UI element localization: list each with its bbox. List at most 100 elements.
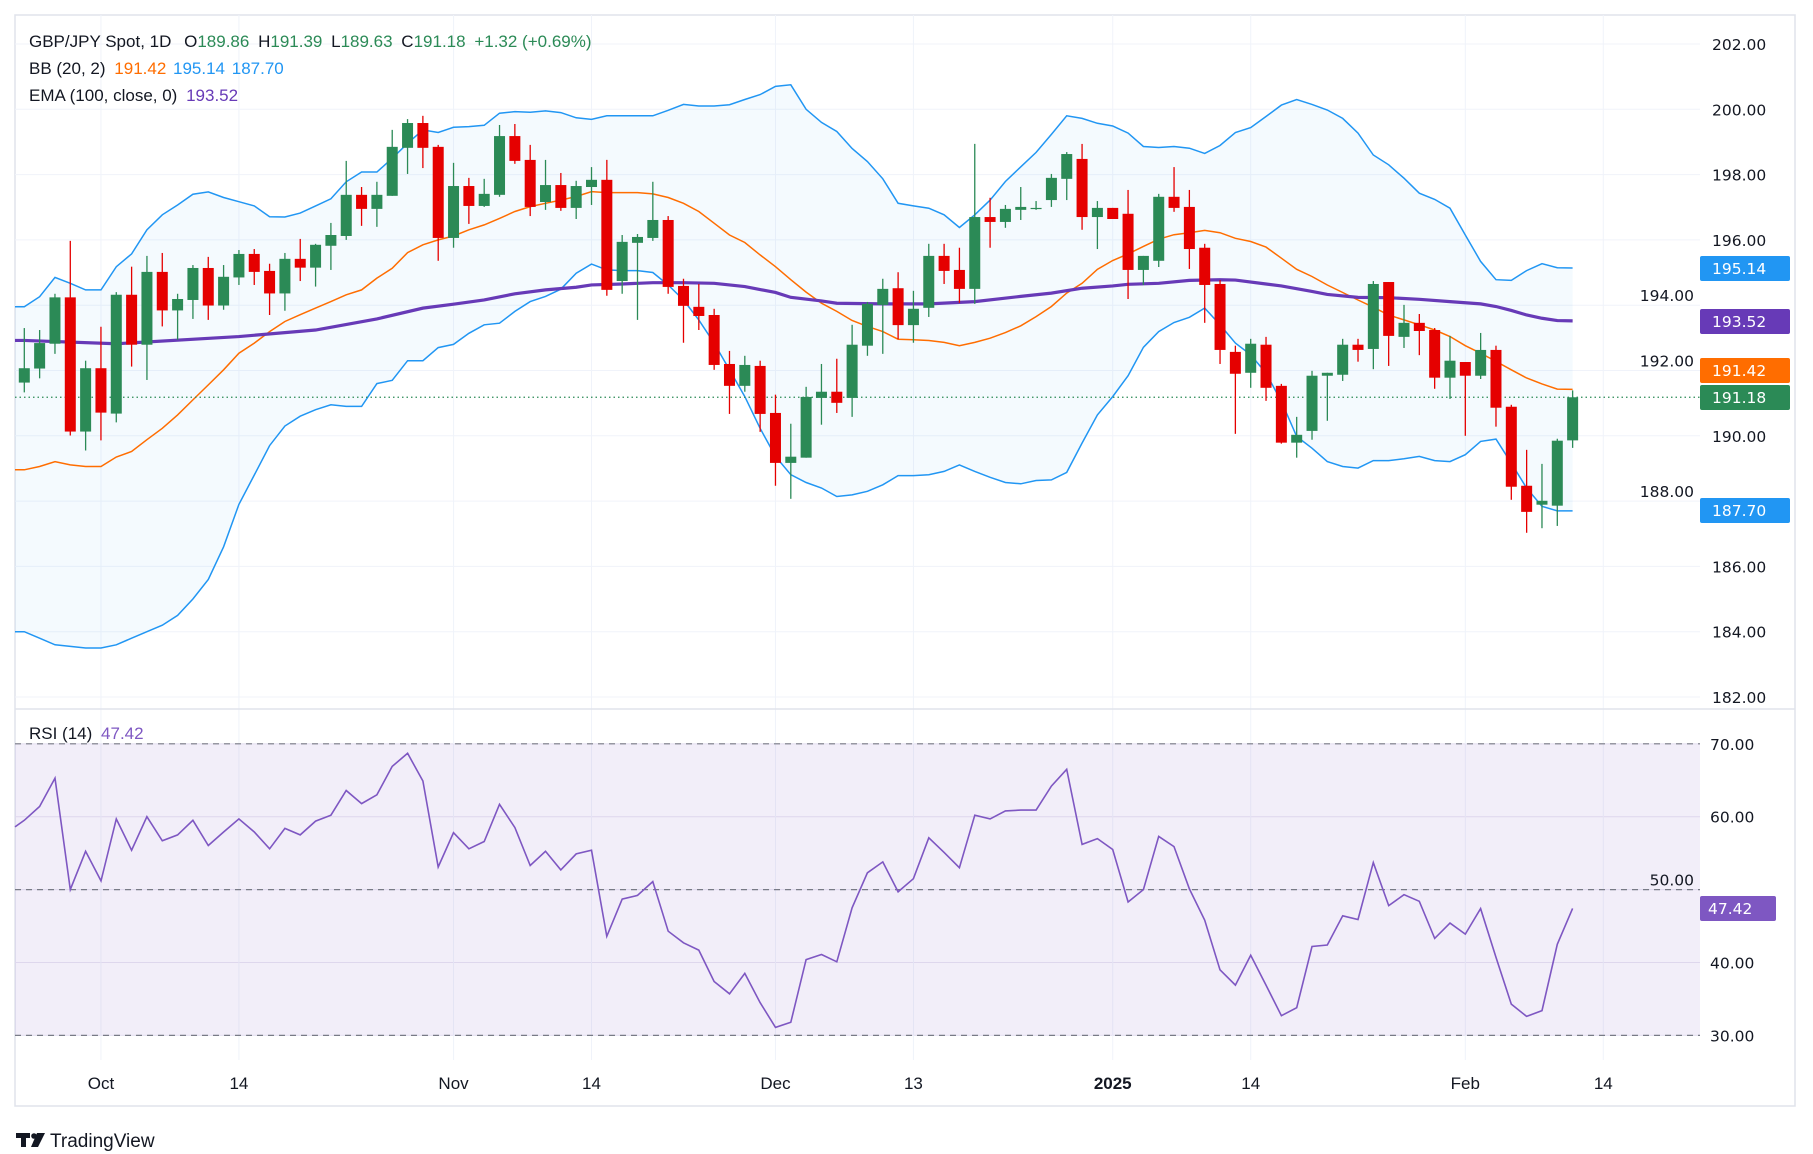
candle-up[interactable] xyxy=(632,234,643,320)
candle-up[interactable] xyxy=(1137,255,1149,285)
candle-down[interactable] xyxy=(432,144,444,261)
candle-up[interactable] xyxy=(1030,201,1042,210)
candle-up[interactable] xyxy=(815,363,827,425)
candle-up[interactable] xyxy=(540,159,552,210)
candle-up[interactable] xyxy=(218,265,230,310)
candle-down[interactable] xyxy=(708,308,720,370)
candle-down[interactable] xyxy=(248,249,260,285)
candle-up[interactable] xyxy=(141,255,153,380)
candle-up[interactable] xyxy=(110,292,122,423)
candle-down[interactable] xyxy=(463,177,475,224)
candle-down[interactable] xyxy=(126,266,138,367)
candle-down[interactable] xyxy=(769,394,781,486)
bb-legend[interactable]: BB (20, 2) 191.42 195.14 187.70 xyxy=(29,59,284,78)
time-axis[interactable]: Oct 14 Nov 14 Dec 13 2025 14 Feb 14 xyxy=(88,1074,1613,1093)
candle-down[interactable] xyxy=(662,216,674,294)
candle-up[interactable] xyxy=(1291,416,1303,458)
rsi-axis[interactable]: 70.00 60.00 50.00 40.00 30.00 xyxy=(1650,736,1755,1046)
candle-down[interactable] xyxy=(723,350,735,414)
candle-down[interactable] xyxy=(754,360,766,432)
candle-up[interactable] xyxy=(494,124,506,197)
candle-up[interactable] xyxy=(49,293,61,354)
candle-down[interactable] xyxy=(1183,189,1195,269)
candle-down[interactable] xyxy=(984,197,996,248)
candle-up[interactable] xyxy=(1245,338,1257,388)
candle-down[interactable] xyxy=(356,187,368,226)
symbol-title[interactable]: GBP/JPY Spot, 1D xyxy=(29,32,171,51)
candle-up[interactable] xyxy=(34,330,46,379)
ema-legend[interactable]: EMA (100, close, 0) 193.52 xyxy=(29,86,238,105)
candle-up[interactable] xyxy=(1536,463,1548,529)
candle-down[interactable] xyxy=(693,283,705,331)
candle-up[interactable] xyxy=(1045,173,1057,207)
candle-down[interactable] xyxy=(1229,345,1241,434)
candle-up[interactable] xyxy=(800,386,812,458)
candle-down[interactable] xyxy=(64,240,76,436)
candle-down[interactable] xyxy=(264,263,276,315)
candle-up[interactable] xyxy=(1367,281,1379,370)
candle-up[interactable] xyxy=(785,423,797,499)
candle-up[interactable] xyxy=(172,293,184,340)
candle-up[interactable] xyxy=(907,290,919,343)
candle-up[interactable] xyxy=(310,243,322,287)
candle-up[interactable] xyxy=(371,181,383,227)
candle-up[interactable] xyxy=(1306,370,1318,440)
candle-down[interactable] xyxy=(1199,243,1211,323)
candle-down[interactable] xyxy=(95,326,107,441)
candle-up[interactable] xyxy=(18,328,30,393)
candle-down[interactable] xyxy=(677,278,689,343)
candle-down[interactable] xyxy=(1352,338,1364,362)
candle-up[interactable] xyxy=(478,178,490,207)
candle-down[interactable] xyxy=(1459,362,1471,436)
candle-down[interactable] xyxy=(555,172,567,211)
candle-down[interactable] xyxy=(831,358,843,413)
candle-down[interactable] xyxy=(1413,314,1425,356)
candle-up[interactable] xyxy=(80,360,92,451)
candle-up[interactable] xyxy=(187,265,199,319)
candle-up[interactable] xyxy=(999,204,1011,228)
candle-down[interactable] xyxy=(1122,189,1134,299)
candle-down[interactable] xyxy=(1383,282,1395,366)
candle-up[interactable] xyxy=(969,143,981,304)
candle-up[interactable] xyxy=(1551,438,1563,526)
candle-up[interactable] xyxy=(1061,152,1073,201)
candle-up[interactable] xyxy=(386,129,398,196)
price-axis[interactable]: 202.00 200.00 198.00 196.00 194.00 192.00 190.… xyxy=(1640,36,1767,707)
candle-down[interactable] xyxy=(1076,143,1088,230)
candle-down[interactable] xyxy=(1107,207,1119,220)
candle-up[interactable] xyxy=(1475,332,1487,379)
candle-down[interactable] xyxy=(1168,167,1180,212)
candle-up[interactable] xyxy=(616,235,628,294)
tradingview-logo[interactable]: TradingView xyxy=(16,1131,155,1152)
candle-down[interactable] xyxy=(1505,404,1517,500)
candle-down[interactable] xyxy=(892,272,904,340)
rsi-legend[interactable]: RSI (14) 47.42 xyxy=(29,724,144,743)
candle-up[interactable] xyxy=(1153,193,1165,267)
candle-up[interactable] xyxy=(570,180,582,220)
candle-up[interactable] xyxy=(861,301,873,356)
candle-up[interactable] xyxy=(1015,187,1027,220)
candle-down[interactable] xyxy=(1490,345,1502,427)
candle-up[interactable] xyxy=(739,355,751,392)
candle-up[interactable] xyxy=(1444,335,1456,399)
candle-down[interactable] xyxy=(1275,383,1287,444)
candle-down[interactable] xyxy=(1260,336,1272,401)
candle-down[interactable] xyxy=(156,252,168,327)
candle-up[interactable] xyxy=(325,222,337,270)
candle-up[interactable] xyxy=(1337,338,1349,381)
candle-down[interactable] xyxy=(1214,280,1226,364)
candle-up[interactable] xyxy=(846,324,858,417)
candle-down[interactable] xyxy=(294,238,306,282)
candle-up[interactable] xyxy=(586,167,598,205)
candle-up[interactable] xyxy=(1567,390,1579,448)
candle-up[interactable] xyxy=(877,278,889,354)
candle-down[interactable] xyxy=(1429,328,1441,389)
candle-up[interactable] xyxy=(923,243,935,317)
candle-up[interactable] xyxy=(1398,304,1410,348)
candle-up[interactable] xyxy=(233,250,245,285)
candle-down[interactable] xyxy=(524,144,536,217)
candle-up[interactable] xyxy=(1321,372,1333,421)
candle-down[interactable] xyxy=(601,159,613,296)
candle-down[interactable] xyxy=(1521,449,1533,533)
